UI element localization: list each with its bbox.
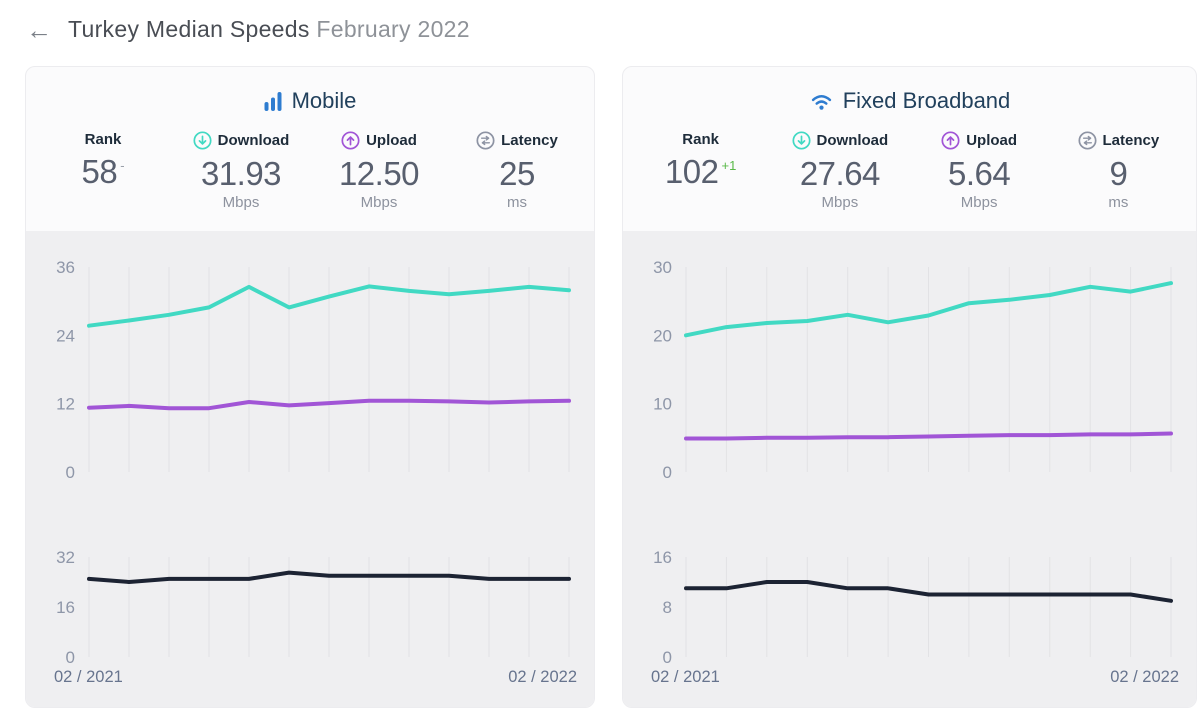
mobile-charts: 36 24 12 0 32 16 0 02 / 2021 02 / 2022 bbox=[26, 231, 594, 707]
latency-circle-icon bbox=[476, 131, 495, 150]
stat-value: 27.64 bbox=[799, 155, 881, 192]
stat-label: Upload bbox=[366, 132, 417, 149]
fixed-broadband-card: Fixed Broadband Rank 102 +1 bbox=[622, 66, 1197, 708]
svg-text:8: 8 bbox=[663, 598, 672, 617]
svg-text:0: 0 bbox=[66, 648, 75, 667]
mobile-card-title: Mobile bbox=[26, 67, 594, 114]
mobile-card: Mobile Rank 58- bbox=[25, 66, 595, 708]
svg-text:20: 20 bbox=[653, 326, 672, 345]
rank-delta: +1 bbox=[721, 158, 737, 173]
stat-value: 58- bbox=[81, 153, 125, 190]
svg-text:02 / 2022: 02 / 2022 bbox=[508, 668, 577, 686]
mobile-stats-row: Rank 58- Download bbox=[26, 131, 594, 212]
stat-unit: Mbps bbox=[960, 193, 998, 211]
page-title-period: February 2022 bbox=[316, 16, 470, 42]
svg-text:12: 12 bbox=[56, 395, 75, 414]
svg-text:0: 0 bbox=[66, 463, 75, 482]
svg-text:24: 24 bbox=[56, 326, 75, 345]
stat-latency: Latency 25 ms bbox=[448, 131, 586, 212]
svg-text:0: 0 bbox=[663, 648, 672, 667]
fixed-card-title: Fixed Broadband bbox=[623, 67, 1196, 114]
stat-unit: Mbps bbox=[821, 193, 859, 211]
stat-label: Download bbox=[217, 132, 290, 149]
stat-download: Download 27.64 Mbps bbox=[770, 131, 909, 212]
card-title-label: Fixed Broadband bbox=[842, 88, 1011, 113]
stat-unit: Mbps bbox=[360, 193, 398, 211]
fixed-charts: 30 20 10 0 16 8 0 02 / 2021 02 / 2022 bbox=[623, 231, 1196, 707]
svg-text:0: 0 bbox=[663, 463, 672, 482]
svg-text:32: 32 bbox=[56, 548, 75, 567]
svg-text:16: 16 bbox=[56, 598, 75, 617]
svg-text:02 / 2022: 02 / 2022 bbox=[1110, 668, 1179, 686]
download-circle-icon bbox=[193, 131, 212, 150]
stat-label: Latency bbox=[501, 132, 558, 149]
stat-value: 5.64 bbox=[948, 155, 1011, 192]
stat-label: Rank bbox=[84, 131, 122, 148]
stat-download: Download 31.93 Mbps bbox=[172, 131, 310, 212]
fixed-card-head: Fixed Broadband Rank 102 +1 bbox=[623, 67, 1196, 231]
fixed-stats-row: Rank 102 +1 Download bbox=[623, 131, 1196, 212]
stat-value: 31.93 bbox=[200, 155, 282, 192]
stat-rank: Rank 102 +1 bbox=[631, 131, 770, 212]
wifi-icon bbox=[809, 92, 834, 111]
signal-bars-icon bbox=[264, 91, 283, 111]
page-header: ← Turkey Median Speeds February 2022 bbox=[0, 0, 1200, 43]
svg-text:36: 36 bbox=[56, 258, 75, 277]
svg-text:02 / 2021: 02 / 2021 bbox=[54, 668, 123, 686]
svg-text:02 / 2021: 02 / 2021 bbox=[651, 668, 720, 686]
svg-text:16: 16 bbox=[653, 548, 672, 567]
stat-latency: Latency 9 ms bbox=[1049, 131, 1188, 212]
page-title: Turkey Median Speeds February 2022 bbox=[68, 16, 470, 43]
upload-circle-icon bbox=[941, 131, 960, 150]
stat-unit: ms bbox=[1108, 193, 1129, 211]
stat-label: Latency bbox=[1102, 132, 1160, 149]
stat-unit: ms bbox=[507, 193, 527, 211]
stat-rank: Rank 58- bbox=[34, 131, 172, 212]
svg-text:10: 10 bbox=[653, 395, 672, 414]
stat-value: 12.50 bbox=[338, 155, 420, 192]
rank-delta: - bbox=[120, 158, 125, 173]
stat-upload: Upload 5.64 Mbps bbox=[910, 131, 1049, 212]
card-title-label: Mobile bbox=[291, 88, 357, 113]
latency-circle-icon bbox=[1077, 131, 1097, 150]
mobile-card-head: Mobile Rank 58- bbox=[26, 67, 594, 231]
page-title-main: Turkey Median Speeds bbox=[68, 16, 310, 42]
stat-value: 9 bbox=[1109, 155, 1128, 192]
stat-label: Download bbox=[816, 132, 889, 149]
svg-text:30: 30 bbox=[653, 258, 672, 277]
download-circle-icon bbox=[792, 131, 811, 150]
cards-row: Mobile Rank 58- bbox=[25, 66, 1200, 708]
upload-circle-icon bbox=[341, 131, 360, 150]
stat-label: Rank bbox=[682, 131, 719, 148]
stat-label: Upload bbox=[966, 132, 1018, 149]
stat-upload: Upload 12.50 Mbps bbox=[310, 131, 448, 212]
stat-unit: Mbps bbox=[222, 193, 260, 211]
stat-value: 25 bbox=[499, 155, 535, 192]
back-arrow-icon[interactable]: ← bbox=[26, 14, 52, 45]
stat-value: 102 +1 bbox=[664, 153, 737, 190]
